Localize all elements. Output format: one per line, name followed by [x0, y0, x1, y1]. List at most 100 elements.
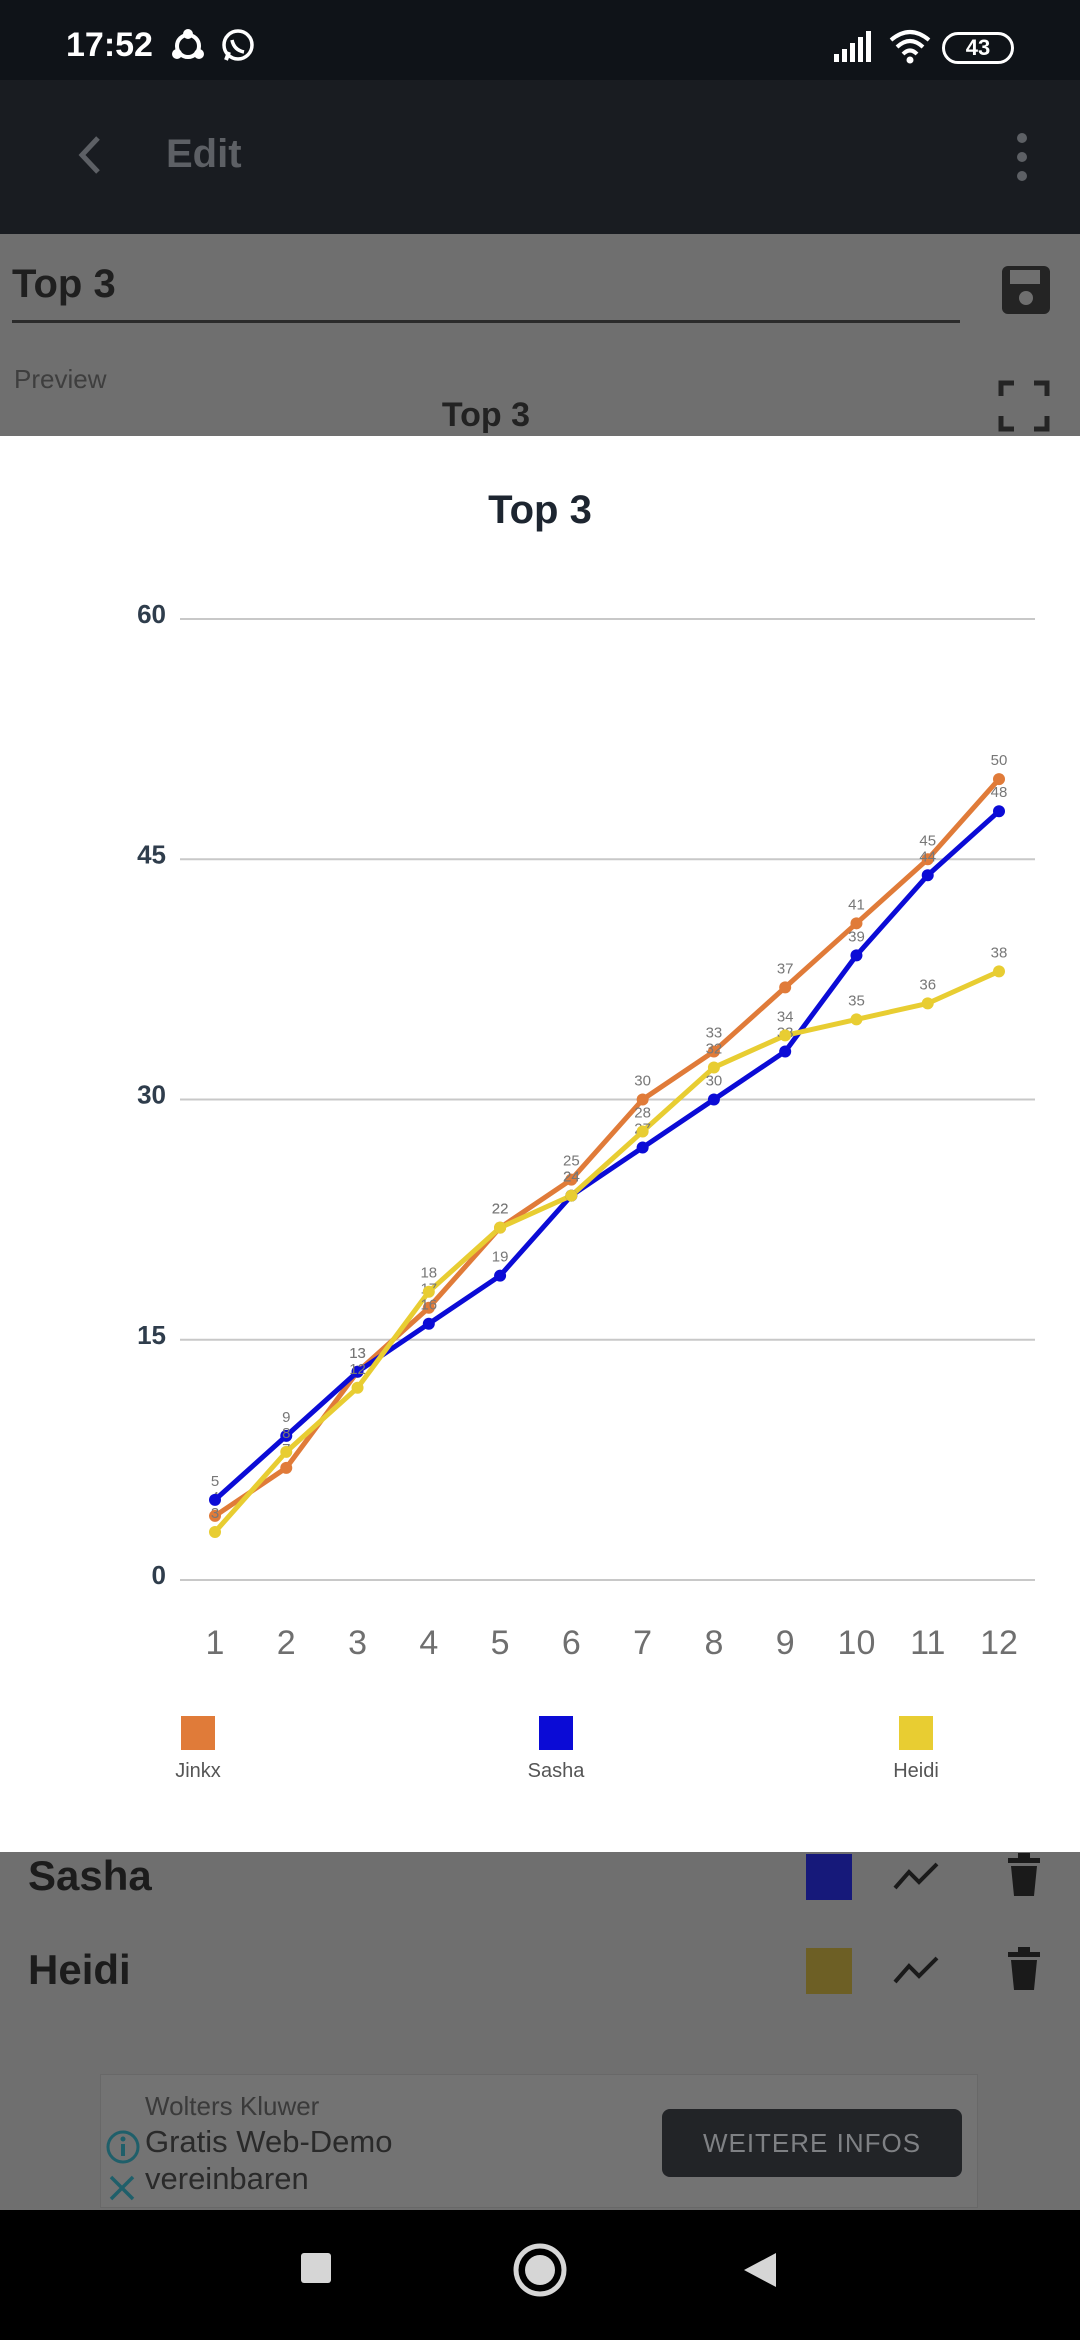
x-tick-label: 4 [419, 1624, 438, 1662]
data-label: 9 [282, 1409, 290, 1426]
data-label: 3 [211, 1505, 219, 1522]
series-row-heidi[interactable]: Heidi [0, 1928, 1080, 2018]
data-point-sasha [921, 869, 934, 882]
data-label: 19 [492, 1249, 509, 1266]
legend-label: Jinkx [175, 1760, 221, 1782]
data-point-jinkx [993, 773, 1005, 786]
legend-item-jinkx: Jinkx [128, 1716, 268, 1783]
data-point-jinkx [636, 1093, 649, 1106]
x-tick-label: 6 [562, 1624, 581, 1662]
data-label: 25 [563, 1153, 580, 1170]
data-point-heidi [209, 1525, 221, 1538]
data-label: 28 [634, 1105, 651, 1122]
data-label: 8 [282, 1425, 290, 1442]
data-point-heidi [707, 1061, 720, 1074]
data-point-sasha [779, 1045, 792, 1058]
home-icon[interactable] [512, 2242, 568, 2298]
color-swatch[interactable] [806, 1948, 852, 1994]
data-label: 32 [706, 1040, 723, 1057]
data-point-heidi [565, 1189, 578, 1202]
x-tick-label: 9 [776, 1624, 795, 1662]
legend-swatch [539, 1716, 573, 1750]
data-label: 24 [563, 1169, 580, 1186]
info-icon[interactable] [105, 2129, 141, 2165]
data-label: 39 [848, 928, 865, 945]
data-label: 35 [848, 992, 865, 1009]
save-icon[interactable] [1000, 264, 1052, 316]
data-label: 22 [492, 1201, 509, 1218]
series-row-name: Sasha [28, 1852, 152, 1899]
legend-label: Heidi [893, 1760, 939, 1782]
sync-icon [172, 29, 204, 59]
wifi-icon [889, 30, 931, 64]
x-tick-label: 5 [491, 1624, 510, 1662]
close-icon[interactable] [107, 2173, 137, 2203]
recents-icon[interactable] [298, 2250, 334, 2286]
y-tick-label: 15 [137, 1320, 166, 1350]
ad-headline[interactable]: Gratis Web-Demo vereinbaren [145, 2124, 393, 2196]
data-point-jinkx [209, 1509, 221, 1522]
ad-banner[interactable]: Wolters Kluwer Gratis Web-Demo vereinbar… [100, 2074, 978, 2208]
back-triangle-icon[interactable] [740, 2250, 780, 2290]
more-options-icon[interactable] [1012, 130, 1032, 184]
app-bar-title: Edit [166, 132, 242, 176]
data-point-jinkx [779, 981, 792, 994]
series-line-sasha [213, 809, 1001, 1502]
fullscreen-icon[interactable] [998, 380, 1050, 432]
legend-swatch [181, 1716, 215, 1750]
x-tick-label: 8 [704, 1624, 723, 1662]
data-point-heidi [921, 997, 934, 1010]
legend-item-sasha: Sasha [486, 1716, 626, 1783]
status-time: 17:52 [66, 26, 153, 64]
data-point-heidi [422, 1285, 435, 1298]
data-label: 30 [706, 1073, 723, 1090]
x-tick-label: 7 [633, 1624, 652, 1662]
data-point-jinkx [850, 917, 863, 930]
data-label: 34 [777, 1008, 794, 1025]
preview-label: Preview [14, 364, 107, 394]
x-tick-label: 12 [980, 1624, 1018, 1662]
color-swatch[interactable] [806, 1854, 852, 1900]
delete-icon[interactable] [1004, 1852, 1044, 1898]
input-underline [12, 320, 960, 323]
data-point-heidi [850, 1013, 863, 1026]
x-tick-label: 10 [838, 1624, 876, 1662]
delete-icon[interactable] [1004, 1946, 1044, 1992]
y-tick-label: 60 [137, 599, 166, 629]
legend-swatch [899, 1716, 933, 1750]
data-label: 38 [991, 944, 1008, 961]
chart-fullscreen-dialog: Top 3 0153045601234567891011124713172225… [0, 436, 1080, 1852]
battery-indicator: 43 [942, 32, 1014, 64]
chart-title: Top 3 [488, 488, 592, 532]
series-row-sasha[interactable]: Sasha [0, 1834, 1080, 1924]
data-point-sasha [351, 1365, 364, 1378]
data-point-jinkx [707, 1045, 720, 1058]
x-tick-label: 1 [206, 1624, 225, 1662]
data-label: 48 [991, 784, 1008, 801]
data-point-jinkx [422, 1301, 435, 1314]
line-chart-icon[interactable] [892, 1950, 940, 1990]
data-point-jinkx [565, 1173, 578, 1186]
y-tick-label: 45 [137, 839, 166, 869]
data-point-heidi [993, 965, 1005, 978]
data-label: 22 [492, 1201, 509, 1218]
data-label: 5 [211, 1473, 219, 1490]
chart-title-input[interactable]: Top 3 [12, 262, 116, 306]
x-tick-label: 2 [277, 1624, 296, 1662]
back-arrow-icon[interactable] [74, 130, 108, 180]
data-point-jinkx [280, 1461, 293, 1474]
data-label: 41 [848, 896, 865, 913]
line-chart-icon[interactable] [892, 1856, 940, 1896]
ad-cta-button[interactable]: WEITERE INFOS [662, 2109, 962, 2177]
series-line-jinkx [213, 777, 1001, 1519]
data-point-heidi [351, 1381, 364, 1394]
series-row-name: Heidi [28, 1946, 131, 1993]
data-label: 13 [349, 1345, 366, 1362]
data-label: 37 [777, 960, 794, 977]
data-point-sasha [209, 1493, 221, 1506]
legend-item-heidi: Heidi [846, 1716, 986, 1783]
data-label: 50 [991, 752, 1008, 769]
data-point-sasha [280, 1429, 293, 1442]
line-chart: 0153045601234567891011124713172225303337… [137, 599, 1035, 1662]
data-label: 45 [919, 832, 936, 849]
